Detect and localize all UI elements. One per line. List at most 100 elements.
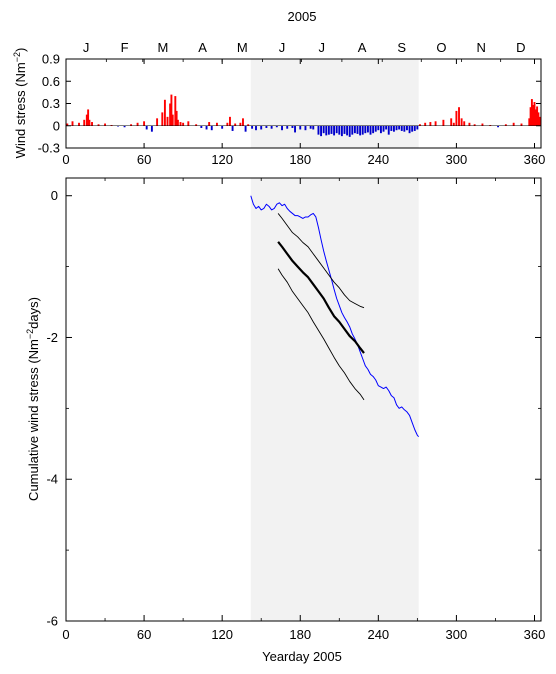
wind-stress-bar bbox=[489, 125, 492, 126]
wind-stress-bar bbox=[78, 122, 80, 126]
wind-stress-bar bbox=[270, 125, 273, 129]
wind-stress-bar bbox=[348, 125, 351, 137]
wind-stress-bar bbox=[187, 121, 190, 126]
month-label: F bbox=[121, 40, 129, 55]
month-label: A bbox=[358, 40, 367, 55]
bottom-y-tick-label: -4 bbox=[46, 472, 58, 487]
wind-stress-bar bbox=[361, 125, 364, 135]
bottom-y-ticks: -6 -4 -2 0 bbox=[46, 188, 541, 629]
wind-stress-bar bbox=[110, 125, 113, 126]
wind-stress-bar bbox=[161, 112, 164, 126]
top-y-tick-label: 0.9 bbox=[42, 52, 60, 67]
cumulative-mean-line bbox=[277, 241, 365, 354]
wind-stress-bar bbox=[130, 124, 133, 126]
wind-stress-bar bbox=[338, 125, 341, 135]
wind-stress-bar bbox=[434, 121, 437, 126]
wind-stress-bar bbox=[340, 125, 343, 137]
wind-stress-bar bbox=[408, 125, 411, 134]
wind-stress-bar bbox=[304, 125, 307, 131]
wind-stress-bar bbox=[229, 116, 231, 126]
wind-stress-bar bbox=[369, 125, 372, 135]
wind-stress-bar bbox=[385, 125, 388, 130]
wind-stress-bar bbox=[463, 121, 466, 126]
bottom-panel: -6-4-20 0 60 120 180 240 300 360 Yearday 2005 … bbox=[25, 177, 545, 664]
wind-stress-bar bbox=[251, 125, 254, 129]
wind-stress-bar bbox=[382, 125, 385, 132]
wind-stress-bar bbox=[163, 99, 166, 126]
wind-stress-bar bbox=[83, 119, 86, 126]
cumulative-lines bbox=[250, 195, 420, 438]
wind-stress-bar bbox=[226, 122, 229, 126]
wind-stress-bar bbox=[66, 123, 69, 126]
wind-stress-bar bbox=[195, 124, 198, 126]
top-x-tick-label: 60 bbox=[137, 152, 151, 167]
wind-stress-bar bbox=[359, 125, 362, 136]
bottom-shaded-period bbox=[250, 178, 419, 621]
wind-stress-bar bbox=[88, 119, 91, 126]
bottom-x-tick-label: 0 bbox=[62, 627, 69, 642]
cumulative-bound-line bbox=[277, 213, 365, 309]
wind-stress-bar bbox=[392, 125, 395, 132]
wind-stress-bar bbox=[325, 125, 328, 136]
wind-stress-bar bbox=[291, 125, 294, 128]
top-x-tick-label: 300 bbox=[446, 152, 468, 167]
wind-stress-bar bbox=[150, 125, 153, 132]
wind-stress-bar bbox=[537, 112, 540, 126]
wind-stress-bar bbox=[247, 124, 250, 126]
wind-stress-bar bbox=[411, 125, 414, 132]
wind-stress-bar bbox=[346, 125, 349, 136]
wind-stress-bar bbox=[403, 125, 406, 132]
wind-stress-bar bbox=[536, 106, 539, 126]
wind-stress-bar bbox=[497, 125, 500, 128]
top-x-tick-label: 360 bbox=[524, 152, 546, 167]
wind-stress-bars bbox=[66, 94, 541, 137]
wind-stress-bar bbox=[145, 125, 148, 130]
month-label: J bbox=[279, 40, 286, 55]
top-y-ticks: -0.3 0 0.3 0.6 0.9 bbox=[38, 52, 541, 156]
wind-stress-bar bbox=[281, 125, 283, 131]
wind-stress-bar bbox=[221, 125, 224, 129]
wind-stress-bar bbox=[406, 125, 408, 131]
wind-stress-bar bbox=[117, 125, 120, 127]
wind-stress-bar bbox=[242, 118, 244, 126]
wind-stress-bar bbox=[450, 118, 453, 126]
wind-stress-bar bbox=[286, 125, 289, 129]
wind-stress-bar bbox=[294, 125, 296, 133]
wind-stress-bar bbox=[169, 103, 172, 126]
bottom-x-axis-label: Yearday 2005 bbox=[262, 649, 342, 664]
wind-stress-bar bbox=[255, 125, 257, 131]
top-ylabel-end: ) bbox=[13, 48, 28, 52]
wind-stress-bar bbox=[123, 125, 126, 128]
wind-stress-bar bbox=[372, 125, 375, 134]
wind-stress-bar bbox=[166, 116, 169, 126]
wind-stress-bar bbox=[317, 125, 320, 135]
wind-stress-bar bbox=[97, 124, 100, 126]
bottom-y-tick-label: -2 bbox=[46, 330, 58, 345]
wind-stress-bar bbox=[179, 122, 182, 126]
cumulative-bound-line bbox=[277, 268, 365, 401]
wind-stress-bar bbox=[234, 123, 237, 126]
month-label: O bbox=[436, 40, 446, 55]
wind-stress-bar bbox=[460, 118, 463, 126]
wind-stress-bar bbox=[419, 124, 421, 126]
wind-stress-bar bbox=[208, 122, 211, 126]
wind-stress-bar bbox=[468, 122, 471, 126]
bottom-x-tick-label: 60 bbox=[137, 627, 151, 642]
top-y-tick-label: 0.3 bbox=[42, 96, 60, 111]
wind-stress-bar bbox=[387, 125, 390, 135]
wind-stress-bar bbox=[85, 114, 88, 126]
top-title: 2005 bbox=[288, 9, 317, 24]
wind-stress-bar bbox=[452, 122, 455, 126]
wind-stress-bar bbox=[322, 125, 325, 134]
wind-stress-bar bbox=[398, 125, 401, 130]
wind-stress-bar bbox=[532, 104, 535, 126]
wind-stress-bar bbox=[333, 125, 336, 136]
top-x-tick-label: 240 bbox=[367, 152, 389, 167]
wind-stress-bar bbox=[171, 114, 174, 126]
cumulative-blue-line bbox=[250, 195, 420, 438]
wind-stress-bar bbox=[136, 122, 139, 126]
wind-stress-bar bbox=[504, 124, 507, 126]
bottom-ylabel-end: days) bbox=[26, 297, 41, 329]
